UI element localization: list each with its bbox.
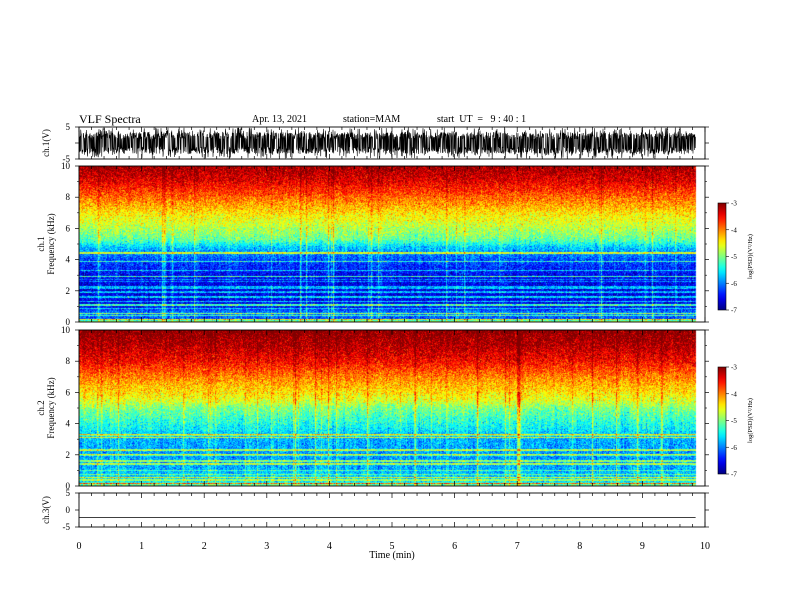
y-axis-label-line: Frequency (kHz) [46, 377, 56, 438]
colorbar-tick-label: -4 [731, 226, 737, 234]
y-tick-label: -5 [63, 154, 71, 164]
y-tick-label: 4 [66, 419, 71, 429]
ch1-waveform-trace [79, 127, 696, 159]
ch1-waveform-ylabel: ch.1(V) [41, 129, 51, 157]
y-tick-label: 5 [66, 122, 71, 132]
colorbar-tick-label: -7 [731, 471, 737, 479]
station-label: station=MAM [343, 114, 401, 125]
ch2-spectrogram-image [79, 330, 705, 486]
ch1-colorbar [717, 202, 727, 311]
y-tick-label: 2 [66, 286, 71, 296]
y-axis-label-line: ch.2 [36, 400, 46, 415]
x-axis-label: Time (min) [369, 550, 414, 561]
x-tick-label: 0 [77, 541, 82, 552]
y-tick-label: 0 [66, 505, 71, 515]
colorbar-tick-label: -4 [731, 390, 737, 398]
y-tick-label: 6 [66, 387, 71, 397]
y-tick-label: 5 [66, 488, 71, 498]
y-axis-label-line: ch.1(V) [41, 129, 51, 157]
y-axis-label-line: Frequency (kHz) [46, 213, 56, 274]
y-tick-label: 10 [61, 161, 71, 171]
x-tick-label: 1 [139, 541, 144, 552]
x-tick-label: 9 [640, 541, 645, 552]
ch1-spectrogram-image [79, 166, 705, 322]
x-tick-label: 5 [390, 541, 395, 552]
colorbar-tick-label: -3 [731, 364, 737, 372]
x-tick-label: 3 [264, 541, 269, 552]
chart-title: VLF Spectra [79, 112, 141, 126]
ch2-colorbar [717, 366, 727, 475]
y-tick-label: 8 [66, 192, 71, 202]
y-axis-label-line: ch.3(V) [41, 496, 51, 524]
y-tick-label: 6 [66, 223, 71, 233]
x-tick-label: 6 [452, 541, 457, 552]
y-tick-label: 10 [61, 325, 71, 335]
y-tick-label: -5 [63, 522, 71, 532]
colorbar-tick-label: -5 [731, 253, 737, 261]
y-tick-label: 8 [66, 356, 71, 366]
y-tick-label: 0 [66, 317, 71, 327]
x-tick-label: 4 [327, 541, 332, 552]
x-tick-label: 10 [700, 541, 710, 552]
colorbar-tick-label: -6 [731, 280, 737, 288]
x-tick-label: 7 [515, 541, 520, 552]
y-tick-label: 0 [66, 481, 71, 491]
ch3-waveform-frame [78, 492, 706, 528]
ch1-spectrogram-ylabel: ch.1 Frequency (kHz) [36, 213, 56, 274]
x-tick-label: 8 [577, 541, 582, 552]
ch3-waveform-ylabel: ch.3(V) [41, 496, 51, 524]
ch2-colorbar-label: log(PSD)(V²/Hz) [747, 398, 754, 443]
colorbar-tick-label: -3 [731, 200, 737, 208]
ch1-colorbar-label: log(PSD)(V²/Hz) [747, 234, 754, 279]
y-tick-label: 2 [66, 450, 71, 460]
colorbar-tick-label: -6 [731, 444, 737, 452]
y-tick-label: 4 [66, 255, 71, 265]
recording-date: Apr. 13, 2021 [252, 114, 307, 125]
y-axis-label-line: ch.1 [36, 236, 46, 251]
colorbar-tick-label: -5 [731, 417, 737, 425]
x-tick-label: 2 [202, 541, 207, 552]
colorbar-tick-label: -7 [731, 307, 737, 315]
ch2-spectrogram-ylabel: ch.2 Frequency (kHz) [36, 377, 56, 438]
start-time-label: start UT = 9 : 40 : 1 [437, 114, 527, 125]
